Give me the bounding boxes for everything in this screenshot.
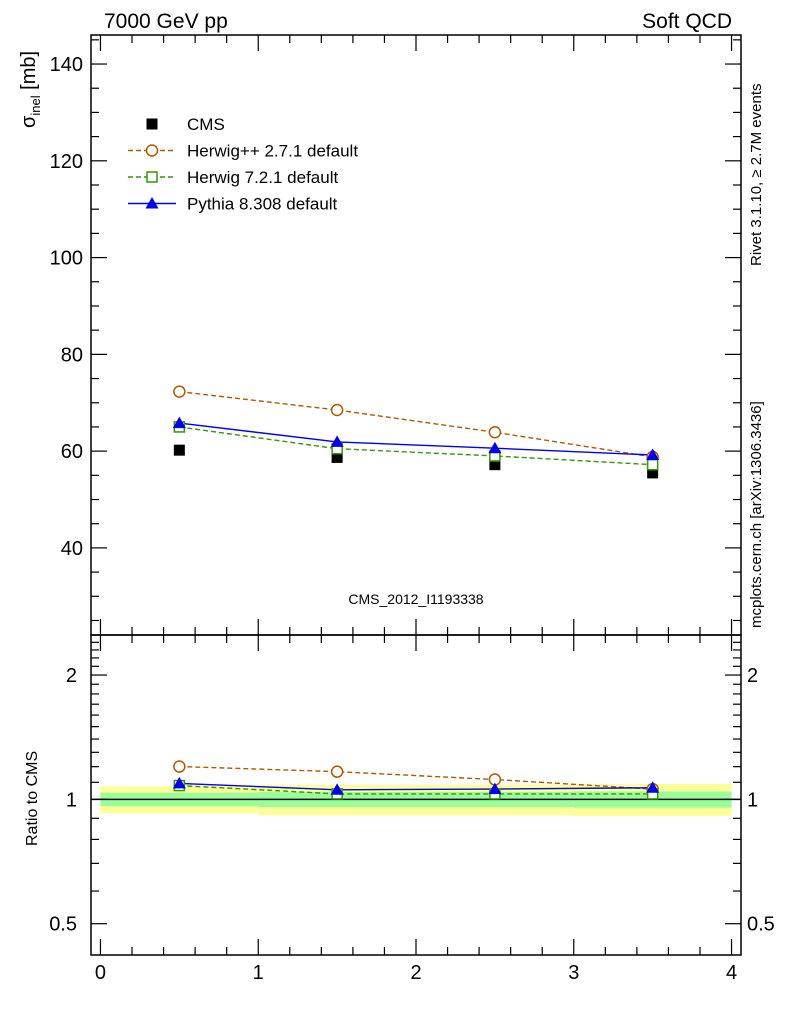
main-pythia-point-4 [646,448,660,460]
main-herwig7-point-4 [646,458,659,471]
rivet-label: Rivet 3.1.10, ≥ 2.7M events [748,84,765,267]
main-y-tick-label-100: 100 [50,248,83,270]
ratio-y-tick-label-right-1: 1 [747,789,758,811]
ratio-y-tick-label-left-1: 1 [66,789,77,811]
mcplots-label: mcplots.cern.ch [arXiv:1306.3436] [748,401,765,628]
legend-marker-herwigpp [145,144,159,157]
main-series [172,385,660,479]
main-y-tick-label-140: 140 [50,54,83,76]
x-tick-label-1: 1 [253,962,264,984]
ratio-y-tick-label-right-2: 2 [747,665,758,687]
ratio-y-tick-label-left-0.5: 0.5 [49,914,77,936]
main-y-label-symbol: σ [18,115,40,128]
legend-label-herwig7: Herwig 7.2.1 default [187,168,338,187]
main-herwigpp-point-1 [173,385,186,398]
ratio-herwigpp-point-2 [330,765,344,778]
ratio-pythia-line [179,782,653,791]
ratio-pythia-point-4 [646,781,660,793]
watermark-label: CMS_2012_I1193338 [348,591,483,607]
axis-tick-labels: 40 60 80 100 120 140 0.5 0.5 1 1 2 2 0 1 2 3 4 [49,54,775,984]
ratio-y-label: Ratio to CMS [24,751,41,846]
ratio-pythia-point-3 [488,782,502,795]
ratio-y-tick-label-right-0.5: 0.5 [747,914,775,936]
header-left-label: 7000 GeV pp [104,10,228,33]
legend: CMS Herwig++ 2.7.1 default Herwig 7.2.1 de… [128,115,358,214]
main-y-label-unit: [mb] [18,51,40,95]
main-y-label: σinel [mb] [18,51,43,128]
legend-marker-pythia [145,197,159,209]
ratio-herwigpp-point-1 [173,760,186,773]
main-pythia-line [179,422,653,456]
main-herwigpp-line [179,390,653,458]
main-y-tick-label-120: 120 [50,151,83,173]
main-cms-point-1 [173,444,185,456]
main-herwig7-line [179,426,653,466]
legend-label-cms: CMS [187,115,225,134]
main-pythia-point-1 [172,416,186,429]
legend-label-herwigpp: Herwig++ 2.7.1 default [187,142,358,161]
main-pythia-point-2 [330,435,344,447]
main-y-label-subscript: inel [28,95,43,115]
legend-label-pythia: Pythia 8.308 default [187,195,338,214]
main-herwigpp-point-3 [488,426,502,439]
x-tick-label-0: 0 [95,962,106,984]
legend-marker-herwig7 [146,171,158,183]
ratio-y-tick-label-left-2: 2 [66,665,77,687]
axis-ticks [91,35,741,955]
ratio-herwig7-line [179,784,653,795]
ratio-herwigpp-line [179,765,653,790]
main-y-tick-label-60: 60 [61,441,83,463]
ratio-pythia-point-1 [172,776,186,789]
main-y-tick-label-40: 40 [61,538,83,560]
main-herwigpp-point-2 [330,403,344,417]
x-tick-label-4: 4 [726,962,737,984]
main-cms-point-2 [331,451,343,463]
main-y-tick-label-80: 80 [61,344,83,366]
legend-marker-cms [146,118,158,130]
header-right-label: Soft QCD [642,10,732,33]
ratio-pythia-point-2 [330,783,344,795]
main-pythia-point-3 [488,441,502,454]
x-tick-label-3: 3 [568,962,579,984]
ratio-series [172,760,660,800]
main-cms-point-3 [489,459,501,471]
main-cms-point-4 [647,467,659,479]
x-tick-label-2: 2 [410,962,421,984]
